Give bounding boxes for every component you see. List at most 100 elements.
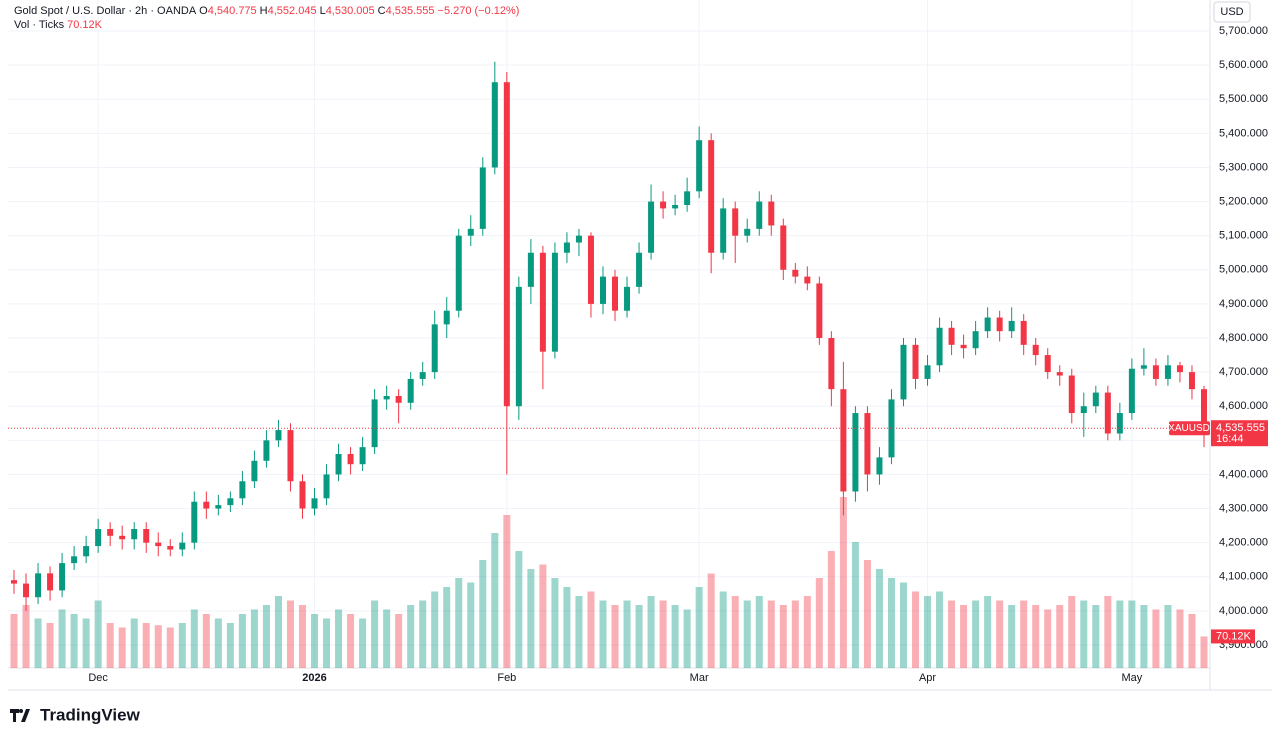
logo[interactable]: TradingView [10,705,141,724]
volume-bar [599,600,607,668]
volume-bar [587,591,595,668]
candle-body [539,252,546,352]
volume-bar [671,605,679,668]
candle-body [828,338,835,390]
volume-bar [274,596,282,668]
candle-body [395,395,402,403]
volume-bar [311,614,319,668]
candle-body [347,453,354,465]
candle-body [203,501,210,509]
x-tick-label: May [1121,672,1142,684]
volume-bar [190,609,198,668]
candles [11,61,1207,611]
volume-bar [563,587,571,668]
volume-row: Vol · Ticks 70.12K [14,18,522,32]
candle-body [323,474,330,499]
candle-body [371,399,378,448]
candle-body [1008,320,1015,332]
candle-body [936,327,943,366]
y-tick-label: 5,300.000 [1219,161,1268,173]
h-label: H [259,5,268,17]
volume-bar [527,569,535,668]
volume-bar [611,605,619,668]
volume-bar [1032,605,1040,668]
volume-bar [683,609,691,668]
candle-body [119,535,126,540]
volume-bar [1092,605,1100,668]
candle-body [984,317,991,332]
candle-body [1020,320,1027,345]
volume-bar [887,578,895,668]
candle-body [419,372,426,379]
volume-bar [70,614,78,668]
volume-bar [539,564,547,668]
volume-bar [695,587,703,668]
y-tick-label: 5,600.000 [1219,59,1268,71]
candle-body [311,498,318,509]
volume-bar [407,605,415,668]
volume-bar [371,600,379,668]
volume-bar [1164,605,1172,668]
volume-bar [395,614,403,668]
legend: Gold Spot / U.S. Dollar · 2h · OANDA O4,5… [14,4,522,32]
candle-body [575,235,582,243]
candle-body [191,501,198,543]
candle-body [431,324,438,373]
candle-body [1116,413,1123,434]
volume-bar [1104,596,1112,668]
volume-badge [1211,629,1255,644]
volume-bar [467,582,475,668]
candle-body [1056,372,1063,376]
candle-body [1188,372,1195,390]
candle-body [1080,406,1087,414]
candle-body [587,235,594,304]
price-badge [1211,420,1268,447]
candle-body [263,440,270,461]
candle-body [143,529,150,543]
volume-bar [1176,609,1184,668]
volume-bar [335,609,343,668]
candle-body [11,580,18,584]
o-label: O [199,5,208,17]
volume-bar [1188,614,1196,668]
volume-bar [455,578,463,668]
volume-bar [238,614,246,668]
candle-body [924,365,931,379]
candle-body [1140,365,1147,369]
volume-bars [10,497,1208,668]
candle-body [756,201,763,229]
candle-body [1068,375,1075,414]
volume-bar [1080,600,1088,668]
countdown-label: 16:44 [1216,433,1244,445]
volume-bar [936,591,944,668]
volume-bar [214,618,222,668]
volume-bar [779,605,787,668]
candle-body [636,252,643,287]
volume-bar [743,600,751,668]
candle-body [131,529,138,540]
volume-bar [1152,609,1160,668]
candle-body [23,583,30,598]
candle-body [996,317,1003,332]
candle-body [972,331,979,349]
y-tick-label: 5,700.000 [1219,25,1268,37]
volume-bar [551,578,559,668]
candle-body [1032,344,1039,356]
volume-bar [431,591,439,668]
currency-box[interactable] [1213,1,1251,23]
volume-bar [623,600,631,668]
candle-body [912,344,919,379]
volume-bar [118,627,126,668]
y-tick-label: 5,400.000 [1219,127,1268,139]
candle-body [83,546,90,557]
candle-body [1128,368,1135,414]
volume-bar [202,614,210,668]
candle-body [179,542,186,550]
candle-body [888,399,895,458]
candle-body [948,327,955,345]
symbol-badge [1169,421,1210,436]
volume-title: Vol · Ticks [14,19,65,31]
candle-body [696,140,703,192]
candle-body [1104,392,1111,434]
